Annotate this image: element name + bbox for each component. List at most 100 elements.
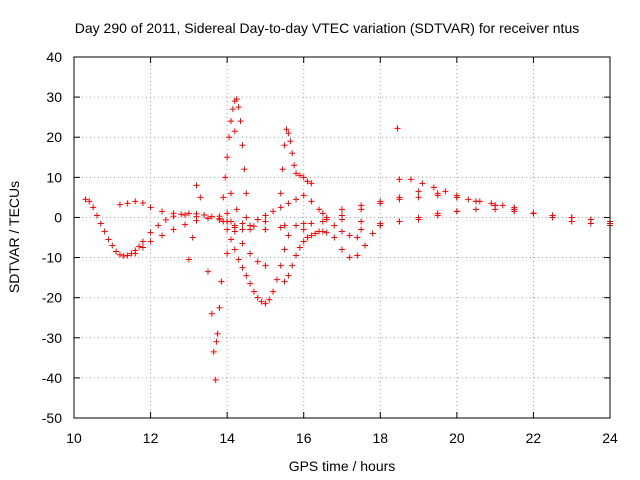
data-point: [283, 126, 290, 133]
series-track-f: [281, 222, 384, 285]
data-point: [316, 206, 323, 213]
x-tick-label: 12: [143, 430, 159, 446]
data-point: [208, 213, 215, 220]
data-point: [549, 214, 556, 221]
data-point: [201, 212, 208, 219]
x-tick-label: 10: [66, 430, 82, 446]
x-tick-label: 20: [449, 430, 465, 446]
data-point: [300, 174, 307, 181]
data-point: [419, 180, 426, 187]
data-point: [331, 234, 338, 241]
y-tick-label: -20: [42, 290, 62, 306]
data-point: [319, 228, 326, 235]
data-point: [511, 204, 518, 211]
y-tick-label: -40: [42, 370, 62, 386]
data-point: [247, 280, 254, 287]
data-point: [369, 230, 376, 237]
data-point: [182, 212, 189, 219]
data-point: [434, 192, 441, 199]
chart-title: Day 290 of 2011, Sidereal Day-to-day VTE…: [75, 20, 579, 36]
data-point: [243, 190, 250, 197]
data-point: [233, 206, 240, 213]
x-tick-label: 14: [219, 430, 235, 446]
data-point: [237, 118, 244, 125]
data-point: [139, 200, 146, 207]
y-axis-label: SDTVAR / TECUs: [6, 181, 22, 293]
data-point: [262, 300, 269, 307]
data-point: [124, 252, 131, 259]
data-point: [116, 251, 123, 258]
data-point: [476, 198, 483, 205]
data-point: [170, 226, 177, 233]
series-burst-155: [277, 126, 315, 197]
data-point: [358, 226, 365, 233]
data-point: [285, 200, 292, 207]
data-point: [396, 176, 403, 183]
data-point: [289, 262, 296, 269]
data-point: [170, 210, 177, 217]
y-tick-label: -30: [42, 330, 62, 346]
data-point: [132, 250, 139, 257]
data-point: [339, 206, 345, 213]
y-tick-label: 10: [46, 169, 62, 185]
data-point: [82, 196, 89, 203]
data-point: [227, 236, 234, 243]
series-track-j: [396, 176, 518, 211]
data-point: [308, 232, 315, 239]
grid: [74, 57, 610, 418]
data-point: [285, 130, 292, 137]
x-tick-label: 18: [372, 430, 388, 446]
data-point: [407, 176, 414, 183]
data-point: [319, 210, 326, 217]
data-point: [277, 190, 284, 197]
data-point: [214, 330, 221, 337]
data-point: [277, 224, 284, 231]
ticks: [73, 56, 611, 419]
data-point: [224, 154, 231, 161]
data-point: [227, 190, 234, 197]
data-point: [197, 194, 204, 201]
data-point: [312, 230, 319, 237]
x-tick-label: 16: [296, 430, 312, 446]
data-point: [293, 170, 300, 177]
data-point: [208, 310, 215, 317]
data-point: [415, 194, 422, 201]
data-point: [116, 201, 123, 208]
data-point: [287, 138, 294, 145]
y-tick-label: 40: [46, 49, 62, 65]
data-point: [239, 240, 246, 247]
data-point: [226, 134, 233, 141]
series-track-a: [82, 196, 246, 259]
data-point: [189, 234, 196, 241]
data-point: [358, 218, 365, 225]
data-point: [205, 215, 211, 222]
data-point: [178, 211, 185, 218]
data-point: [277, 262, 284, 269]
data-point: [235, 256, 242, 263]
data-point: [354, 234, 361, 241]
data-point: [227, 118, 234, 125]
data-point: [453, 192, 460, 199]
tick-labels: 10 12 14 16 18 20 22 24 -50 -40 -30 -20 -10 0 10 20 30 40: [42, 49, 618, 446]
data-point: [235, 104, 242, 111]
data-point: [281, 246, 288, 253]
data-point: [243, 272, 250, 279]
series-burst-14: [220, 96, 250, 201]
data-point: [185, 256, 192, 263]
data-point: [162, 216, 169, 223]
data-point: [147, 238, 154, 245]
data-point: [266, 296, 273, 303]
data-point: [396, 218, 403, 225]
data-point: [205, 268, 211, 275]
data-point: [262, 218, 269, 225]
data-point: [377, 222, 384, 229]
data-point: [281, 278, 288, 285]
data-point: [231, 224, 238, 231]
data-point: [293, 196, 300, 203]
data-point: [210, 348, 217, 355]
data-point: [304, 234, 311, 241]
data-point: [109, 242, 116, 249]
data-point: [90, 204, 97, 211]
data-point: [262, 226, 269, 233]
